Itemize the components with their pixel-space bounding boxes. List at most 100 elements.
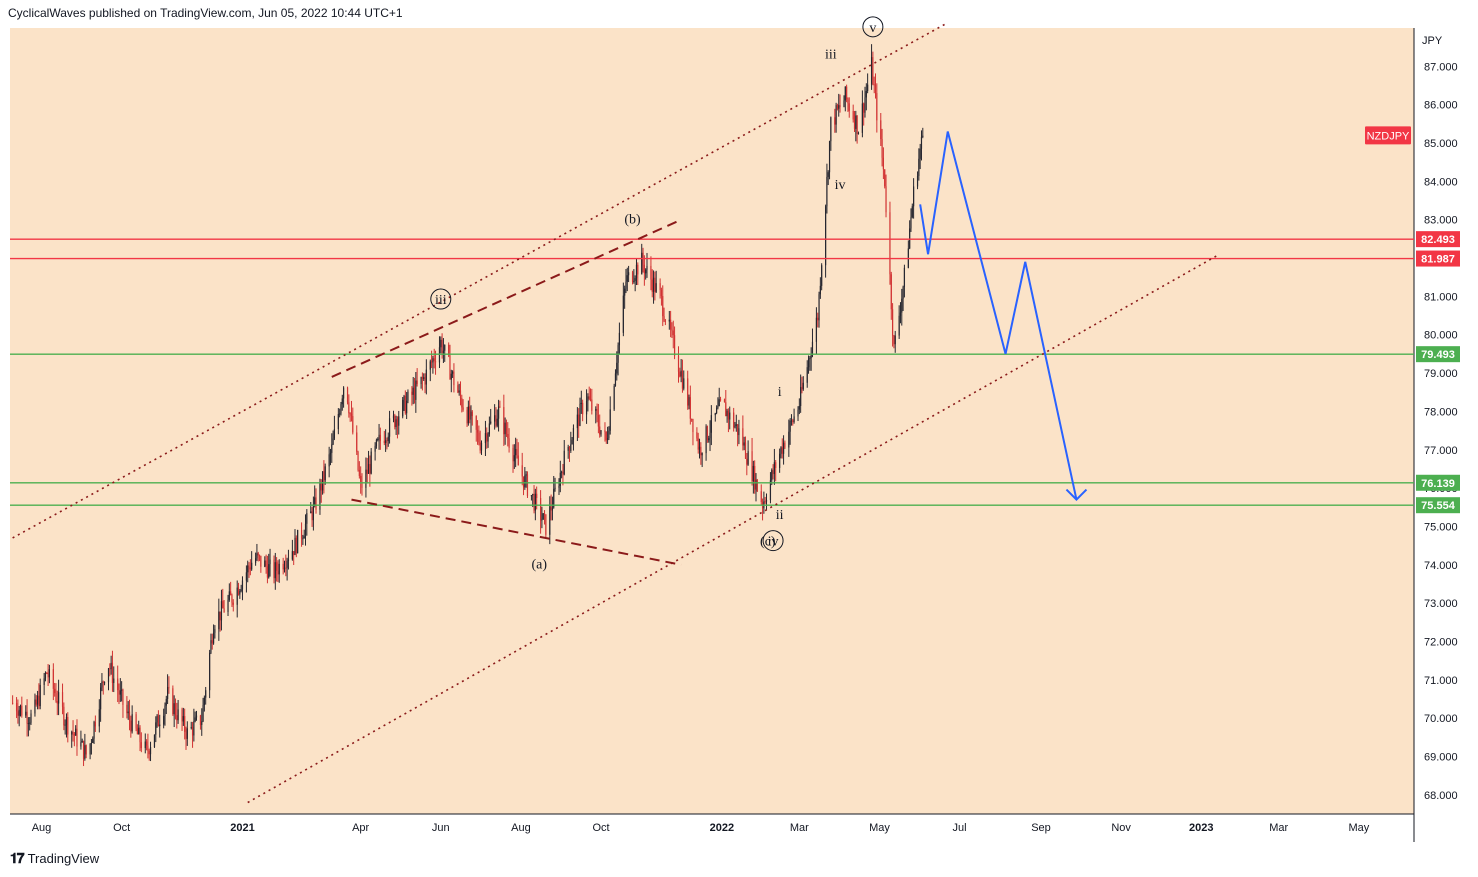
candle-body [626,275,628,282]
candle-body [839,105,841,108]
candle-body [385,440,387,443]
candle-body [755,479,757,490]
candle-body [542,513,544,520]
candle-body [352,416,354,433]
candle-body [504,422,506,435]
candle-body [550,506,552,511]
candle-body [251,562,253,570]
candle-body [876,93,878,121]
candle-body [554,487,556,489]
candle-body [846,86,848,100]
candle-body [34,699,36,714]
candle-body [898,315,900,336]
candle-body [484,433,487,444]
candle-body [558,485,560,488]
candle-body [163,715,165,725]
candle-body [81,740,83,743]
candle-body [696,432,698,439]
candle-body [366,469,368,474]
time-tick-label: Aug [511,822,531,834]
candle-body [899,312,902,316]
horizontal-levels [10,238,1414,506]
symbol-badge[interactable]: NZDJPY [1365,126,1411,145]
time-tick-label: Nov [1111,822,1131,834]
wave-label: iii [435,293,447,308]
candle-body [274,562,276,579]
candle-body [522,476,525,488]
candle-body [21,705,23,716]
candle-body [651,279,653,292]
candle-body [726,410,728,417]
candle-body [119,690,121,695]
candle-body [126,704,128,714]
projection-arrowhead [1065,488,1088,502]
candle-body [689,397,691,419]
candle-body [378,434,380,440]
candle-body [530,495,533,497]
candle-body [659,283,661,290]
candle-body [635,264,638,279]
brand-name[interactable]: TradingView [27,851,100,866]
candle-body [903,267,906,287]
candle-body [725,402,727,417]
candle-body [211,640,213,644]
candle-body [430,361,433,363]
projection-line [919,131,1078,500]
candle-body [218,611,220,630]
candle-body [140,742,142,749]
trend-channel-lines [12,23,1221,804]
candle-body [131,714,133,732]
candle-body [375,439,378,446]
time-axis-ticks: Aug Oct 2021 Apr Jun Aug Oct 2022 Mar May Jul Sep No… [32,822,1370,834]
candle-body [819,285,821,295]
candle-body [144,741,146,749]
candle-body [302,538,304,540]
candle-body [918,158,920,176]
candle-body [93,721,95,739]
candle-body [98,709,100,727]
price-tick-label: 80.000 [1424,330,1458,342]
candle-body [315,497,317,510]
candle-body [82,740,85,759]
candle-body [853,119,856,129]
candle-body [478,432,480,443]
candle-body [300,529,303,539]
candle-body [421,376,424,379]
candle-body [553,488,555,508]
candle-body [155,722,157,735]
candle-body [765,500,768,502]
candle-body [663,316,665,321]
candle-body [239,590,241,595]
candle-body [411,391,413,395]
candle-body [901,298,903,313]
candle-body [525,474,527,476]
candle-body [633,280,635,283]
candle-body [567,446,569,451]
candle-body [624,288,626,296]
candle-body [671,329,673,331]
candle-body [369,464,371,474]
candle-body [241,580,244,590]
candle-body [406,400,408,414]
candle-body [15,703,18,712]
candle-body [303,536,305,539]
candle-body [73,733,75,736]
candle-body [148,750,150,755]
wave-label: ii [776,508,784,523]
candle-body [737,424,739,436]
candle-body [515,449,517,456]
candle-body [709,432,711,439]
candle-body [591,399,593,411]
candle-body [882,157,884,170]
level-badge-label: 76.139 [1421,478,1455,490]
candle-body [402,399,404,417]
tradingview-logo-icon[interactable]: 𝟏𝟕 [10,850,25,866]
candle-body [329,452,332,455]
candle-body [227,599,229,612]
price-tick-label: 69.000 [1424,751,1458,763]
candle-body [751,451,753,482]
candle-body [516,449,518,456]
candle-body [864,97,866,113]
